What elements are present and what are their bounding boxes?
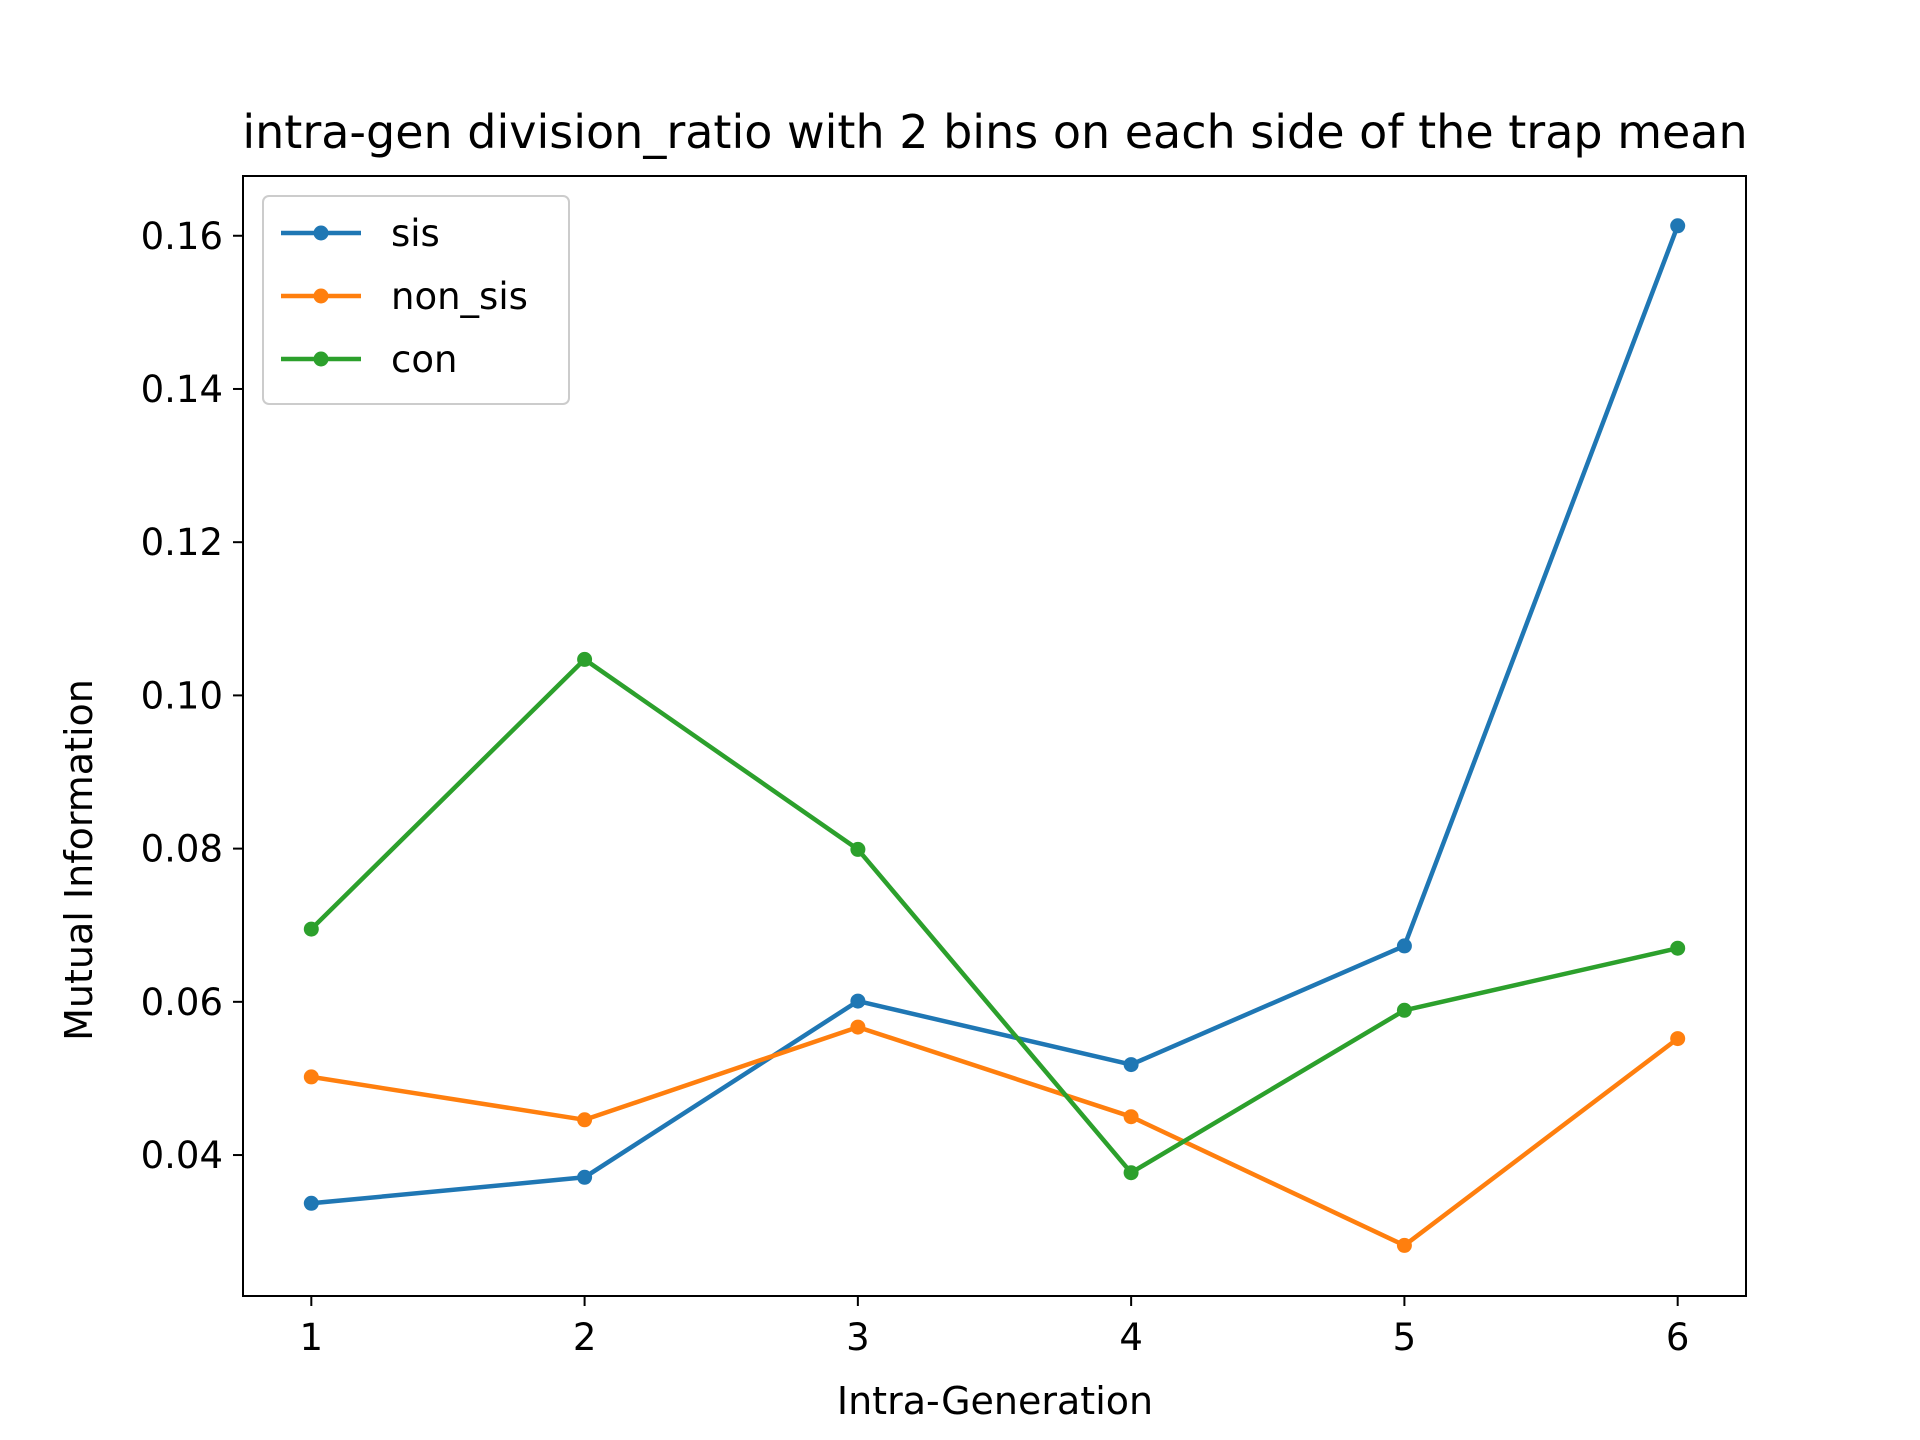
chart-title: intra-gen division_ratio with 2 bins on … [242,105,1747,159]
y-axis-label: Mutual Information [57,679,101,1041]
data-point-con-4 [1123,1165,1139,1181]
data-point-con-6 [1670,940,1686,956]
y-tick-label: 0.08 [141,828,223,871]
data-point-con-1 [303,921,319,937]
legend-marker-non_sis [313,288,329,304]
x-tick-label: 1 [300,1316,324,1359]
legend-box [262,195,570,405]
data-point-non_sis-1 [303,1069,319,1085]
series-line-sis [308,222,1681,1206]
series-line-con [308,657,1681,1175]
data-point-non_sis-3 [850,1019,866,1035]
x-tick-label: 4 [1119,1316,1143,1359]
data-point-non_sis-6 [1670,1031,1686,1047]
data-point-sis-3 [850,993,866,1009]
plot-area: 1 2 3 4 5 6 0.04 0.06 0.08 0.10 0.12 0.14 0.16 [141,175,1747,1359]
data-point-non_sis-4 [1123,1109,1139,1125]
legend-label-non_sis: non_sis [391,275,528,318]
data-point-sis-6 [1670,218,1686,234]
plot-frame [242,175,1747,1297]
x-tick-label: 5 [1393,1316,1417,1359]
data-point-sis-4 [1123,1057,1139,1073]
data-point-sis-2 [577,1169,593,1185]
data-point-sis-5 [1396,938,1412,954]
x-tick-label: 3 [846,1316,870,1359]
data-point-con-3 [850,841,866,857]
data-point-con-5 [1396,1002,1412,1018]
x-tick-label: 2 [573,1316,597,1359]
data-point-con-2 [577,651,593,667]
legend-label-con: con [391,338,457,381]
y-tick-label: 0.14 [141,368,223,411]
data-point-non_sis-2 [577,1112,593,1128]
legend-marker-con [313,351,329,367]
y-tick-label: 0.10 [141,674,223,717]
legend-marker-sis [313,225,329,241]
x-axis-label: Intra-Generation [837,1379,1153,1423]
y-tick-label: 0.16 [141,215,223,258]
series-line-non_sis [308,1024,1681,1248]
legend-label-sis: sis [391,212,440,255]
y-tick-label: 0.06 [141,981,223,1024]
y-tick-label: 0.04 [141,1134,223,1177]
data-point-non_sis-5 [1396,1237,1412,1253]
x-tick-label: 6 [1666,1316,1690,1359]
data-point-sis-1 [303,1195,319,1211]
y-tick-label: 0.12 [141,521,223,564]
